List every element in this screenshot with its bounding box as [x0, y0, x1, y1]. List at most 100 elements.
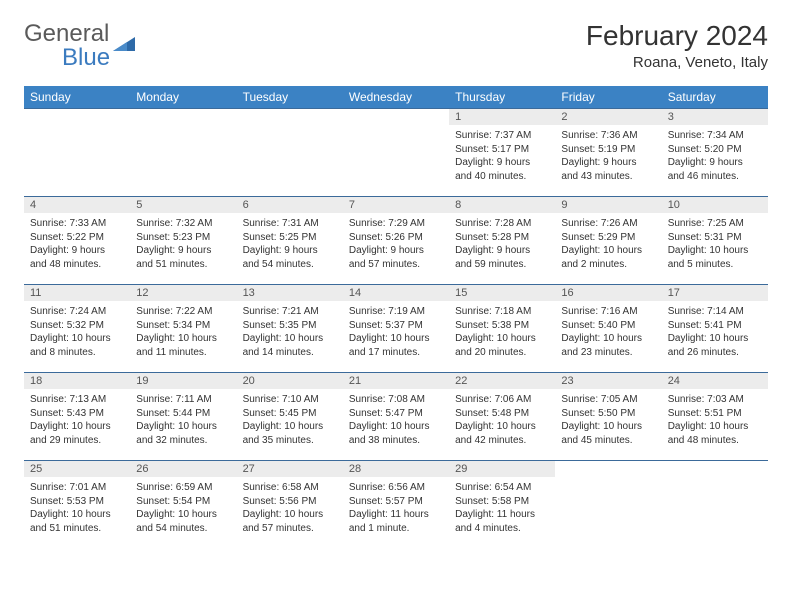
day-details: Sunrise: 7:34 AMSunset: 5:20 PMDaylight:…: [662, 125, 768, 187]
day-number: 17: [662, 285, 768, 301]
day-number: 9: [555, 197, 661, 213]
calendar-head: SundayMondayTuesdayWednesdayThursdayFrid…: [24, 86, 768, 109]
day-number: 21: [343, 373, 449, 389]
weekday-header: Monday: [130, 86, 236, 109]
calendar-day-cell: 22Sunrise: 7:06 AMSunset: 5:48 PMDayligh…: [449, 373, 555, 461]
day-number: 2: [555, 109, 661, 125]
title-block: February 2024 Roana, Veneto, Italy: [586, 20, 768, 71]
day-details: Sunrise: 7:03 AMSunset: 5:51 PMDaylight:…: [662, 389, 768, 451]
weekday-header: Tuesday: [237, 86, 343, 109]
weekday-header: Wednesday: [343, 86, 449, 109]
day-details: Sunrise: 7:21 AMSunset: 5:35 PMDaylight:…: [237, 301, 343, 363]
location-text: Roana, Veneto, Italy: [586, 54, 768, 71]
day-number: 23: [555, 373, 661, 389]
calendar-week-row: 4Sunrise: 7:33 AMSunset: 5:22 PMDaylight…: [24, 197, 768, 285]
calendar-day-cell: 8Sunrise: 7:28 AMSunset: 5:28 PMDaylight…: [449, 197, 555, 285]
calendar-day-cell: 19Sunrise: 7:11 AMSunset: 5:44 PMDayligh…: [130, 373, 236, 461]
day-details: Sunrise: 6:58 AMSunset: 5:56 PMDaylight:…: [237, 477, 343, 539]
day-number: 12: [130, 285, 236, 301]
logo-triangle-icon: [113, 30, 135, 48]
weekday-header: Friday: [555, 86, 661, 109]
day-details: Sunrise: 7:19 AMSunset: 5:37 PMDaylight:…: [343, 301, 449, 363]
calendar-day-cell: 24Sunrise: 7:03 AMSunset: 5:51 PMDayligh…: [662, 373, 768, 461]
day-number: 3: [662, 109, 768, 125]
calendar-day-cell: 5Sunrise: 7:32 AMSunset: 5:23 PMDaylight…: [130, 197, 236, 285]
calendar-day-cell: 3Sunrise: 7:34 AMSunset: 5:20 PMDaylight…: [662, 109, 768, 197]
day-details: Sunrise: 7:24 AMSunset: 5:32 PMDaylight:…: [24, 301, 130, 363]
day-details: Sunrise: 7:06 AMSunset: 5:48 PMDaylight:…: [449, 389, 555, 451]
calendar-week-row: 1Sunrise: 7:37 AMSunset: 5:17 PMDaylight…: [24, 109, 768, 197]
day-number: 8: [449, 197, 555, 213]
calendar-day-cell: 21Sunrise: 7:08 AMSunset: 5:47 PMDayligh…: [343, 373, 449, 461]
day-number: 5: [130, 197, 236, 213]
day-details: Sunrise: 7:01 AMSunset: 5:53 PMDaylight:…: [24, 477, 130, 539]
day-number: 26: [130, 461, 236, 477]
day-number: 24: [662, 373, 768, 389]
day-details: Sunrise: 7:08 AMSunset: 5:47 PMDaylight:…: [343, 389, 449, 451]
calendar-day-cell: 26Sunrise: 6:59 AMSunset: 5:54 PMDayligh…: [130, 461, 236, 549]
day-number: 10: [662, 197, 768, 213]
calendar-week-row: 25Sunrise: 7:01 AMSunset: 5:53 PMDayligh…: [24, 461, 768, 549]
calendar-day-cell: 27Sunrise: 6:58 AMSunset: 5:56 PMDayligh…: [237, 461, 343, 549]
day-number: 1: [449, 109, 555, 125]
day-number: 6: [237, 197, 343, 213]
calendar-day-cell: 14Sunrise: 7:19 AMSunset: 5:37 PMDayligh…: [343, 285, 449, 373]
calendar-empty-cell: [662, 461, 768, 549]
day-number: 14: [343, 285, 449, 301]
day-details: Sunrise: 7:25 AMSunset: 5:31 PMDaylight:…: [662, 213, 768, 275]
day-details: Sunrise: 7:31 AMSunset: 5:25 PMDaylight:…: [237, 213, 343, 275]
calendar-day-cell: 6Sunrise: 7:31 AMSunset: 5:25 PMDaylight…: [237, 197, 343, 285]
month-title: February 2024: [586, 20, 768, 52]
calendar-day-cell: 1Sunrise: 7:37 AMSunset: 5:17 PMDaylight…: [449, 109, 555, 197]
calendar-day-cell: 28Sunrise: 6:56 AMSunset: 5:57 PMDayligh…: [343, 461, 449, 549]
calendar-day-cell: 15Sunrise: 7:18 AMSunset: 5:38 PMDayligh…: [449, 285, 555, 373]
calendar-day-cell: 17Sunrise: 7:14 AMSunset: 5:41 PMDayligh…: [662, 285, 768, 373]
page-header: GeneralBlue February 2024 Roana, Veneto,…: [24, 20, 768, 72]
day-details: Sunrise: 7:10 AMSunset: 5:45 PMDaylight:…: [237, 389, 343, 451]
day-details: Sunrise: 7:05 AMSunset: 5:50 PMDaylight:…: [555, 389, 661, 451]
day-details: Sunrise: 7:16 AMSunset: 5:40 PMDaylight:…: [555, 301, 661, 363]
calendar-day-cell: 16Sunrise: 7:16 AMSunset: 5:40 PMDayligh…: [555, 285, 661, 373]
calendar-table: SundayMondayTuesdayWednesdayThursdayFrid…: [24, 86, 768, 549]
day-number: 18: [24, 373, 130, 389]
calendar-day-cell: 10Sunrise: 7:25 AMSunset: 5:31 PMDayligh…: [662, 197, 768, 285]
calendar-day-cell: 20Sunrise: 7:10 AMSunset: 5:45 PMDayligh…: [237, 373, 343, 461]
calendar-empty-cell: [343, 109, 449, 197]
day-details: Sunrise: 7:32 AMSunset: 5:23 PMDaylight:…: [130, 213, 236, 275]
calendar-day-cell: 29Sunrise: 6:54 AMSunset: 5:58 PMDayligh…: [449, 461, 555, 549]
day-details: Sunrise: 7:13 AMSunset: 5:43 PMDaylight:…: [24, 389, 130, 451]
day-details: Sunrise: 7:11 AMSunset: 5:44 PMDaylight:…: [130, 389, 236, 451]
day-number: 29: [449, 461, 555, 477]
calendar-day-cell: 25Sunrise: 7:01 AMSunset: 5:53 PMDayligh…: [24, 461, 130, 549]
day-details: Sunrise: 7:22 AMSunset: 5:34 PMDaylight:…: [130, 301, 236, 363]
day-number: 16: [555, 285, 661, 301]
calendar-empty-cell: [555, 461, 661, 549]
weekday-header: Saturday: [662, 86, 768, 109]
day-details: Sunrise: 7:18 AMSunset: 5:38 PMDaylight:…: [449, 301, 555, 363]
day-number: 4: [24, 197, 130, 213]
day-details: Sunrise: 7:29 AMSunset: 5:26 PMDaylight:…: [343, 213, 449, 275]
day-number: 11: [24, 285, 130, 301]
day-details: Sunrise: 7:26 AMSunset: 5:29 PMDaylight:…: [555, 213, 661, 275]
calendar-week-row: 11Sunrise: 7:24 AMSunset: 5:32 PMDayligh…: [24, 285, 768, 373]
day-number: 27: [237, 461, 343, 477]
day-number: 13: [237, 285, 343, 301]
day-details: Sunrise: 7:28 AMSunset: 5:28 PMDaylight:…: [449, 213, 555, 275]
day-number: 19: [130, 373, 236, 389]
calendar-day-cell: 2Sunrise: 7:36 AMSunset: 5:19 PMDaylight…: [555, 109, 661, 197]
weekday-header: Thursday: [449, 86, 555, 109]
calendar-day-cell: 13Sunrise: 7:21 AMSunset: 5:35 PMDayligh…: [237, 285, 343, 373]
calendar-empty-cell: [237, 109, 343, 197]
day-details: Sunrise: 7:33 AMSunset: 5:22 PMDaylight:…: [24, 213, 130, 275]
day-number: 20: [237, 373, 343, 389]
calendar-empty-cell: [24, 109, 130, 197]
day-details: Sunrise: 7:37 AMSunset: 5:17 PMDaylight:…: [449, 125, 555, 187]
calendar-day-cell: 11Sunrise: 7:24 AMSunset: 5:32 PMDayligh…: [24, 285, 130, 373]
day-details: Sunrise: 6:59 AMSunset: 5:54 PMDaylight:…: [130, 477, 236, 539]
day-details: Sunrise: 6:54 AMSunset: 5:58 PMDaylight:…: [449, 477, 555, 539]
calendar-week-row: 18Sunrise: 7:13 AMSunset: 5:43 PMDayligh…: [24, 373, 768, 461]
calendar-day-cell: 7Sunrise: 7:29 AMSunset: 5:26 PMDaylight…: [343, 197, 449, 285]
weekday-header: Sunday: [24, 86, 130, 109]
calendar-body: 1Sunrise: 7:37 AMSunset: 5:17 PMDaylight…: [24, 109, 768, 549]
day-details: Sunrise: 7:36 AMSunset: 5:19 PMDaylight:…: [555, 125, 661, 187]
